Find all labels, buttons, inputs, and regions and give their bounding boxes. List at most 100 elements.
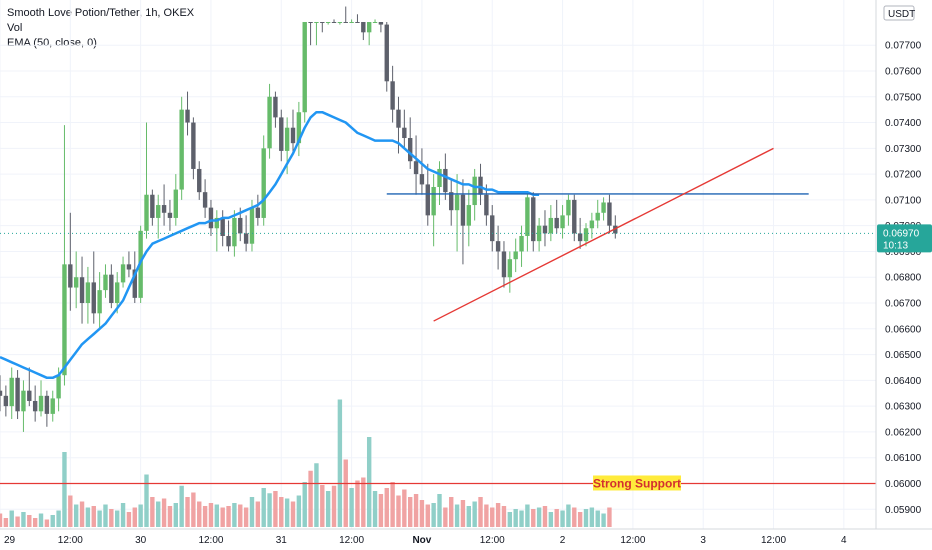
candle-body	[449, 192, 454, 211]
candle-body	[337, 22, 343, 23]
price-tick-label: 0.06200	[885, 427, 922, 438]
volume-bar	[572, 507, 577, 527]
candle-body	[331, 22, 337, 23]
candle-body	[185, 109, 190, 123]
candle-body	[267, 96, 272, 149]
candle-body	[50, 398, 55, 414]
candle-body	[68, 264, 73, 288]
price-tick-label: 0.07700	[885, 41, 922, 52]
candle-body	[150, 194, 155, 218]
volume-bar	[214, 504, 220, 527]
volume-bar	[120, 503, 126, 527]
candle-body	[601, 202, 606, 213]
candle-body	[202, 192, 208, 208]
volume-bar	[320, 485, 325, 527]
volume-bar	[226, 506, 231, 527]
candle-body	[27, 390, 32, 401]
volume-bar	[495, 503, 501, 527]
price-axis-bg	[876, 0, 932, 550]
volume-bar	[138, 504, 143, 527]
volume-bar	[173, 503, 178, 527]
candle-body	[255, 207, 261, 218]
volume-bar	[390, 482, 395, 527]
currency-label: USDT	[888, 9, 915, 20]
volume-bar	[255, 501, 261, 527]
candle-body	[419, 174, 425, 185]
candle-body	[320, 22, 325, 23]
candle-body	[425, 184, 430, 216]
volume-bar	[115, 510, 120, 527]
volume-bar	[191, 492, 196, 527]
volume-bar	[542, 506, 548, 527]
candle-body	[501, 251, 507, 278]
candle-body	[214, 217, 220, 229]
time-tick-label: 12:00	[620, 535, 645, 546]
price-tick-label: 0.06900	[885, 247, 922, 258]
candle-body	[490, 215, 495, 242]
candle-body	[431, 187, 436, 216]
ema-50-line	[0, 110, 540, 380]
candle-countdown: 10:13	[883, 240, 908, 251]
volume-bar	[296, 495, 302, 527]
volume-bar	[161, 498, 167, 527]
candle-body	[226, 235, 231, 247]
volume-bar	[402, 489, 407, 527]
candle-body	[384, 24, 389, 82]
volume-bar	[56, 510, 61, 527]
candle-body	[91, 282, 96, 314]
volume-bar	[419, 500, 425, 527]
candle-body	[109, 274, 114, 304]
volume-bar	[372, 491, 378, 527]
chart-legend: Smooth Love Potion/Tether, 1h, OKEX Vol …	[7, 6, 194, 51]
volume-bar	[589, 507, 595, 527]
price-tick-label: 0.06500	[885, 350, 922, 361]
volume-bar	[44, 519, 50, 527]
price-tick-label: 0.06800	[885, 273, 922, 284]
volume-bar	[566, 504, 571, 527]
price-tick-label: 0.07300	[885, 144, 922, 155]
volume-bar	[179, 485, 184, 527]
volume-bar	[0, 513, 3, 527]
price-tick-label: 0.06000	[885, 479, 922, 490]
volume-bar	[507, 512, 513, 527]
candle-body	[343, 22, 348, 23]
volume-bar	[156, 501, 161, 527]
volume-bar	[472, 501, 477, 527]
volume-bar	[302, 482, 307, 527]
candle-body	[0, 390, 3, 396]
candle-body	[161, 205, 167, 213]
candle-body	[583, 228, 589, 242]
candle-body	[302, 22, 307, 113]
candle-body	[197, 168, 202, 193]
candle-body	[495, 241, 501, 252]
volume-bar	[531, 509, 536, 527]
volume-bar	[144, 474, 149, 527]
volume-bar	[519, 510, 524, 527]
candle-body	[460, 194, 466, 226]
candle-body	[478, 176, 483, 195]
volume-bar	[443, 507, 448, 527]
candle-body	[566, 199, 571, 216]
candle-body	[607, 202, 612, 226]
time-tick-label: 30	[135, 535, 147, 546]
volume-bar	[484, 504, 489, 527]
volume-bar	[466, 506, 471, 527]
time-axis-bg	[0, 529, 932, 550]
volume-bar	[595, 510, 600, 527]
time-tick-label: 2	[560, 535, 566, 546]
volume-bar	[349, 488, 354, 527]
volume-bar	[109, 509, 114, 527]
candle-body	[472, 176, 477, 206]
candle-body	[542, 225, 548, 234]
candle-body	[296, 112, 302, 144]
time-tick-label: 12:00	[480, 535, 505, 546]
candle-body	[208, 207, 214, 229]
candle-body	[613, 225, 618, 234]
time-tick-label: 12:00	[339, 535, 364, 546]
volume-bar	[9, 510, 14, 527]
volume-bar	[267, 493, 272, 527]
time-tick-label: 29	[4, 535, 16, 546]
volume-bar	[249, 497, 255, 527]
candle-body	[560, 215, 565, 229]
